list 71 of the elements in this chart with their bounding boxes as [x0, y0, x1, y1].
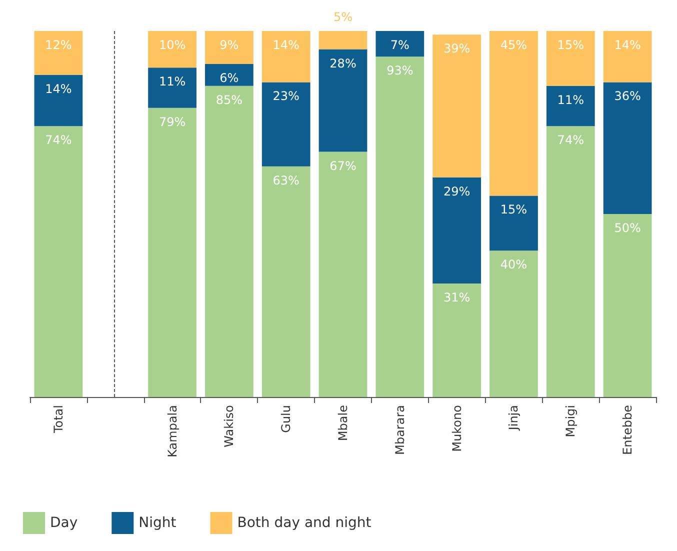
bar — [262, 82, 310, 166]
bar — [148, 108, 196, 397]
data-label: 45% — [500, 38, 528, 52]
bar — [204, 31, 254, 64]
bar — [34, 126, 83, 397]
data-label: 23% — [272, 89, 300, 104]
bar — [490, 250, 538, 397]
bar — [262, 31, 310, 82]
data-label: 85% — [216, 92, 243, 107]
data-label: 93% — [386, 64, 414, 78]
x-tick-label: Mbale — [336, 405, 350, 442]
data-label: 6% — [220, 70, 239, 85]
data-label: 29% — [443, 184, 470, 198]
bar — [262, 166, 310, 397]
data-label: 14% — [614, 38, 641, 52]
data-label: 5% — [333, 10, 353, 24]
data-label: 63% — [272, 173, 300, 188]
bar — [148, 68, 196, 108]
data-label: 10% — [158, 38, 186, 52]
x-tick-label: Gulu — [279, 405, 294, 433]
bar — [546, 31, 595, 86]
data-label: 15% — [557, 38, 584, 52]
data-label: 9% — [220, 38, 239, 52]
data-label: 12% — [45, 38, 72, 52]
x-tick-label: Total — [51, 405, 66, 434]
bar — [603, 214, 652, 397]
legend-label: Night — [138, 515, 177, 531]
x-tick-label: Jinja — [506, 405, 521, 432]
data-label: 31% — [443, 290, 470, 305]
bar — [603, 31, 652, 82]
bar — [432, 284, 482, 397]
data-label: 15% — [500, 202, 528, 217]
data-label: 14% — [272, 38, 300, 52]
data-label: 67% — [330, 158, 356, 173]
bar — [376, 56, 424, 397]
x-tick-label: Mukono — [450, 405, 464, 452]
bar — [376, 31, 424, 57]
data-label: 7% — [390, 38, 410, 52]
x-tick-label: Wakiso — [222, 405, 236, 448]
bar — [490, 196, 538, 251]
bar — [318, 152, 368, 397]
bar — [546, 86, 595, 126]
legend-label: Both day and night — [237, 515, 372, 531]
data-label: 74% — [45, 133, 72, 148]
bar — [34, 31, 83, 75]
data-label: 11% — [158, 74, 186, 89]
bar — [148, 31, 196, 68]
data-label: 28% — [330, 56, 356, 70]
bar — [204, 64, 254, 86]
bar — [432, 177, 482, 284]
data-label: 11% — [557, 92, 584, 107]
data-label: 36% — [614, 89, 641, 104]
data-label: 14% — [45, 82, 72, 96]
legend-label: Day — [50, 515, 78, 531]
bar — [490, 31, 538, 196]
x-tick-label: Mbarara — [392, 405, 407, 455]
bar — [603, 82, 652, 214]
data-label: 74% — [557, 133, 584, 148]
bar — [204, 86, 254, 397]
x-tick-label: Mpigi — [564, 405, 578, 438]
data-label: 39% — [443, 42, 470, 56]
data-label: 40% — [500, 258, 528, 272]
bar — [432, 34, 482, 178]
bar — [546, 126, 595, 397]
bar — [318, 49, 368, 152]
data-label: 50% — [614, 221, 641, 235]
bar — [318, 31, 368, 50]
x-tick-label: Entebbe — [620, 405, 635, 455]
bar — [34, 74, 83, 126]
x-tick-label: Kampala — [165, 405, 180, 458]
data-label: 79% — [158, 114, 186, 129]
